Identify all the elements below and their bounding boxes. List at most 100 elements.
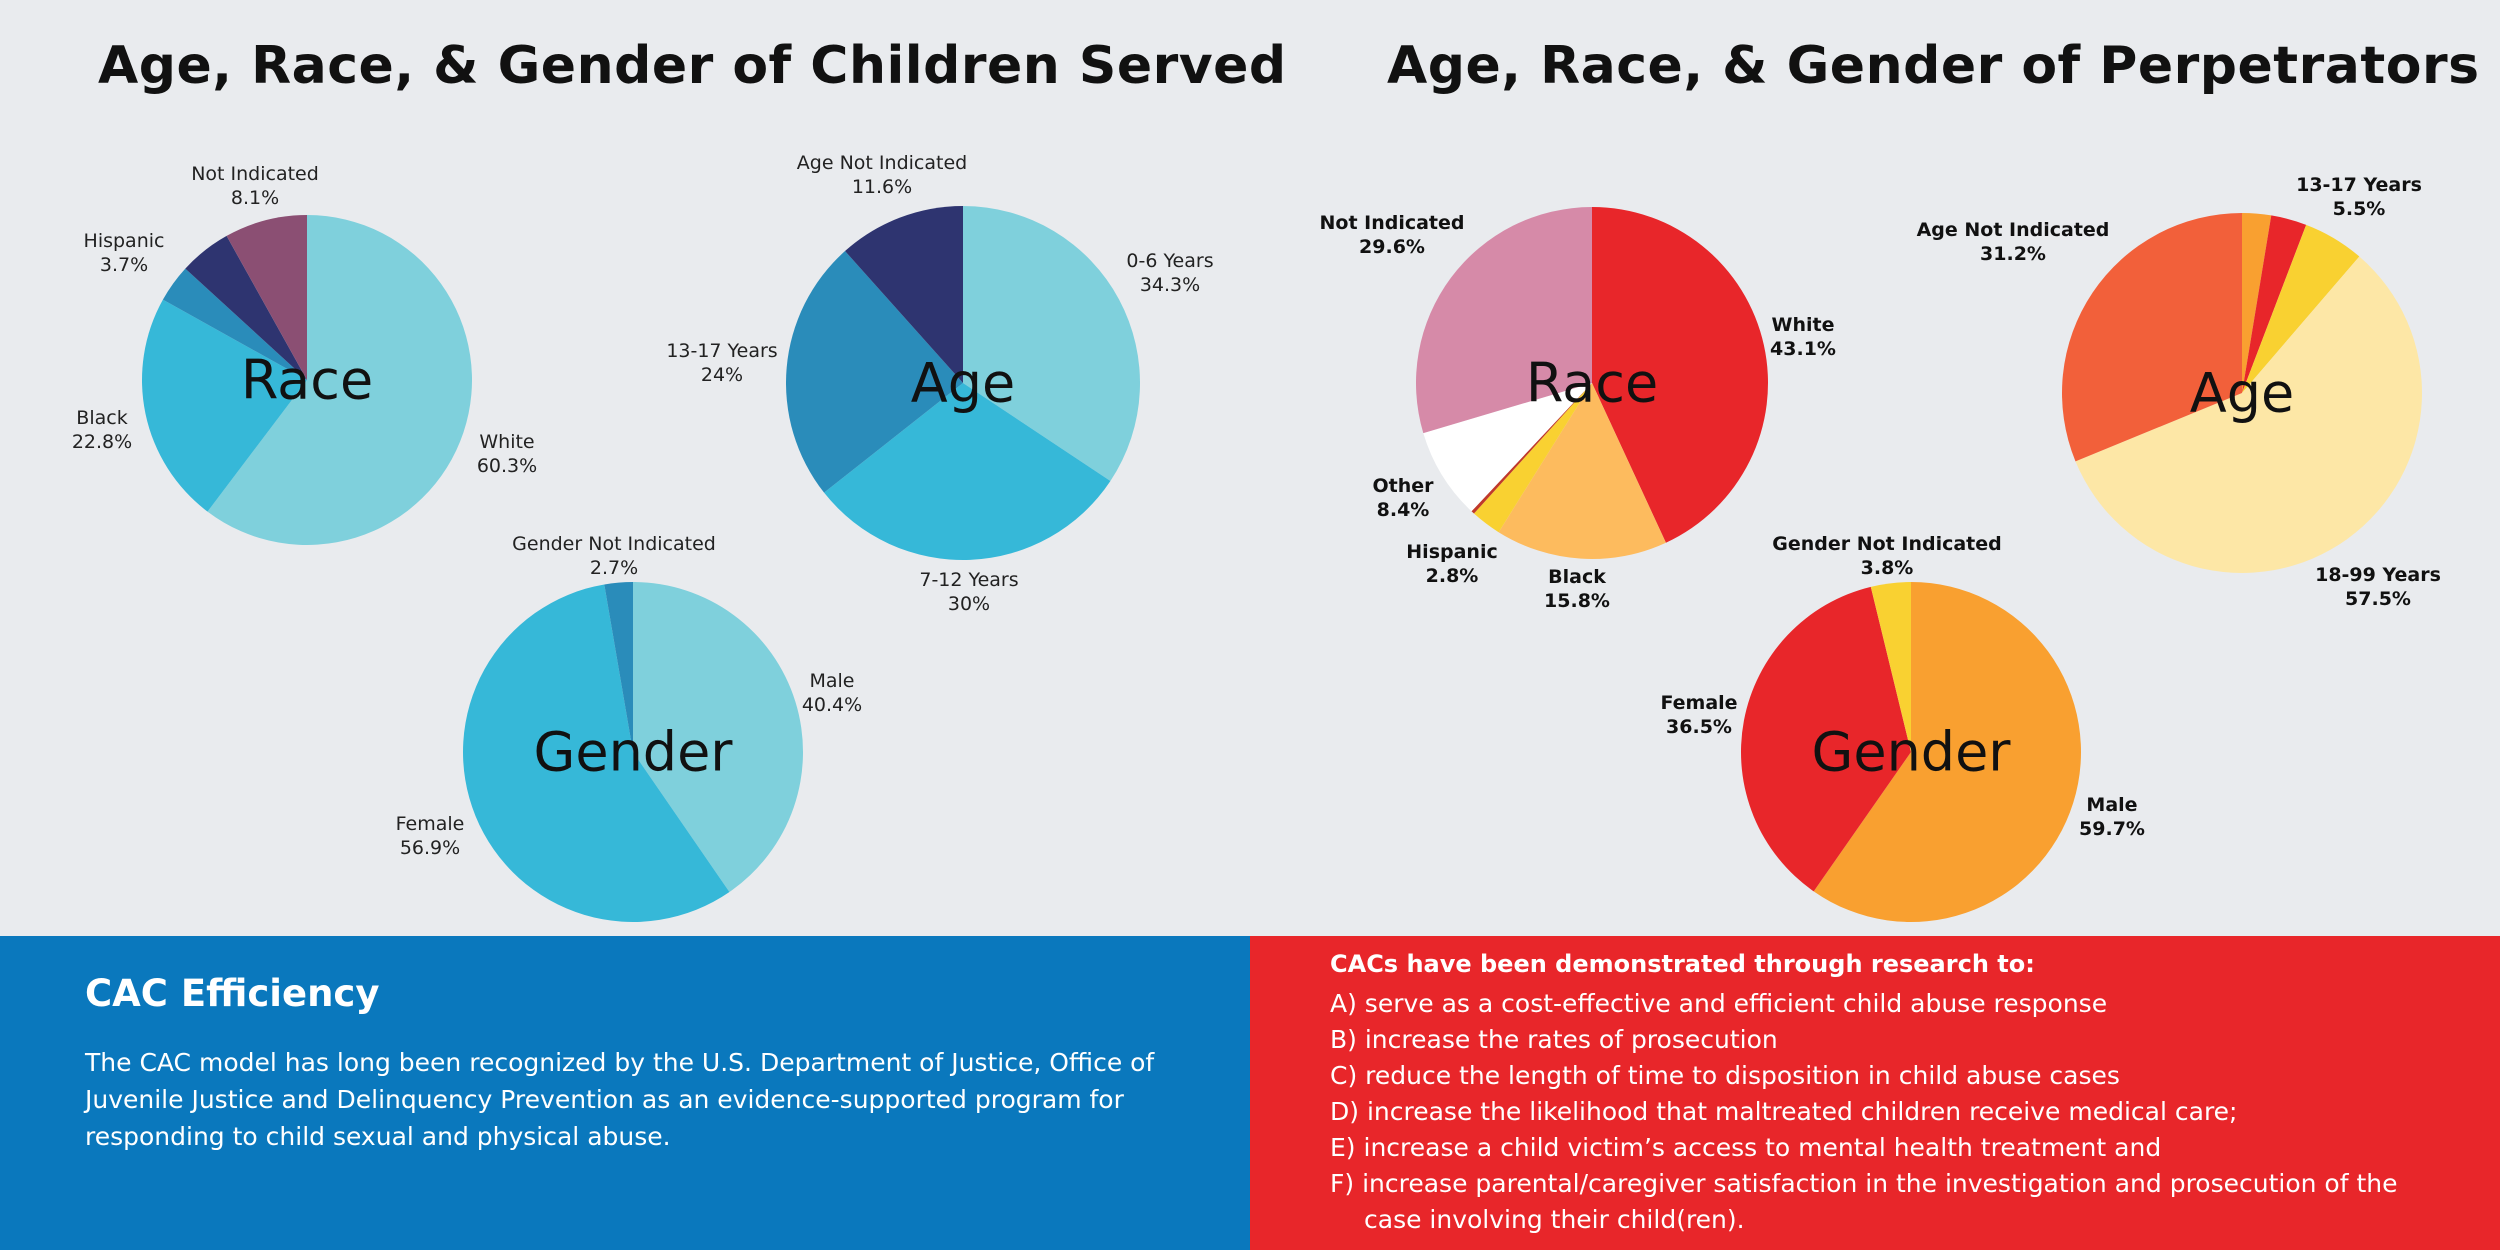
slice-label-value: 24% (700, 364, 744, 386)
slice-label-name: White (1771, 314, 1835, 336)
research-panel: CACs have been demonstrated through rese… (1250, 936, 2500, 1250)
slice-label-value: 8.4% (1376, 499, 1430, 521)
pie-slice-not-indicated (1416, 207, 1592, 434)
slice-label-value: 57.5% (2345, 588, 2411, 610)
slice-label-value: 11.6% (851, 176, 913, 198)
slice-label-name: Age Not Indicated (1916, 219, 2110, 241)
pie-slice (1471, 383, 1592, 514)
slice-label-value: 8.1% (230, 187, 280, 209)
slice-label: Male 59.7% (2079, 793, 2145, 841)
slice-label-name: White (479, 431, 535, 453)
slice-label-name: Female (1660, 692, 1738, 714)
pie-slice-white (1592, 207, 1768, 543)
pie-slice-gender-not-indicated (1870, 582, 1911, 752)
slice-label-name: Hispanic (83, 230, 165, 252)
pie-slice-other (1423, 383, 1592, 512)
slice-label-name: Gender Not Indicated (512, 533, 716, 555)
slice-label: Black 22.8% (72, 406, 132, 454)
slice-label-value: 2.8% (1425, 565, 1479, 587)
pie-slice-black (1498, 383, 1666, 559)
slice-label-name: Age Not Indicated (796, 152, 968, 174)
slice-label: Age Not Indicated 11.6% (797, 151, 967, 199)
slice-label-value: 40.4% (801, 694, 863, 716)
cac-efficiency-body: The CAC model has long been recognized b… (85, 1048, 1155, 1151)
pie-slice-13-17-years (2242, 224, 2360, 393)
slice-label: 13-17 Years 24% (666, 339, 777, 387)
pie-slice-7-12-years (824, 383, 1111, 561)
research-item: case involving their child(ren). (1364, 1205, 1745, 1234)
slice-label-value: 22.8% (71, 431, 133, 453)
pie-center-label: Race (1525, 351, 1659, 415)
slice-label: Hispanic 3.7% (84, 229, 165, 277)
research-item: F) increase parental/caregiver satisfact… (1330, 1169, 2398, 1198)
slice-label-name: Black (76, 407, 128, 429)
pie-slice-not-indicated (226, 215, 307, 380)
slice-label-name: Female (395, 813, 465, 835)
slice-label-name: Black (1548, 566, 1606, 588)
pie-center-label: Gender (1811, 720, 2011, 784)
slice-label-name: 13-17 Years (666, 340, 778, 362)
slice-label-name: Male (809, 670, 855, 692)
slice-label-name: Not Indicated (191, 163, 319, 185)
slice-label-name: Other (1372, 475, 1434, 497)
slice-label-value: 34.3% (1139, 274, 1201, 296)
pie-slice (2242, 215, 2307, 393)
slice-label: Other 8.4% (1372, 474, 1433, 522)
slice-label-value: 59.7% (2079, 818, 2145, 840)
pie-slice-female (463, 584, 730, 922)
cac-efficiency-panel: CAC Efficiency The CAC model has long be… (0, 936, 1250, 1250)
children-served-title: Age, Race, & Gender of Children Served (98, 36, 1287, 96)
slice-label-value: 36.5% (1666, 716, 1732, 738)
pie-center-label: Gender (533, 720, 733, 784)
slice-label: Gender Not Indicated 2.7% (512, 532, 716, 580)
slice-label: Age Not Indicated 31.2% (1917, 218, 2110, 266)
slice-label-value: 56.9% (399, 837, 461, 859)
pie-slice-hispanic (1473, 383, 1592, 533)
slice-label-name: Gender Not Indicated (1772, 533, 2002, 555)
cac-efficiency-heading: CAC Efficiency (85, 972, 380, 1015)
research-item: C) reduce the length of time to disposit… (1330, 1061, 2120, 1090)
pie-slice-female (1741, 586, 1911, 892)
pie-slice-age-not-indicated (2062, 213, 2242, 462)
research-item: D) increase the likelihood that maltreat… (1330, 1097, 2238, 1126)
pie-slice-white (207, 215, 472, 545)
slice-label: White 60.3% (477, 430, 537, 478)
slice-label: Not Indicated 29.6% (1319, 211, 1464, 259)
perpetrators-title: Age, Race, & Gender of Perpetrators (1387, 36, 2480, 96)
slice-label-name: 18-99 Years (2315, 564, 2441, 586)
pie-center-label: Race (240, 348, 374, 412)
slice-label: Female 36.5% (1660, 691, 1737, 739)
slice-label-name: 7-12 Years (919, 569, 1019, 591)
slice-label-name: Not Indicated (1319, 212, 1465, 234)
research-list: A) serve as a cost-effective and efficie… (1330, 986, 2480, 1238)
slice-label: Not Indicated 8.1% (191, 162, 319, 210)
slice-label-value: 60.3% (476, 455, 538, 477)
pie-slice-age-not-indicated (845, 206, 963, 383)
slice-label: Black 15.8% (1544, 565, 1610, 613)
research-item: B) increase the rates of prosecution (1330, 1025, 1778, 1054)
slice-label: 7-12 Years 30% (919, 568, 1018, 616)
pie-slice-black (142, 299, 307, 512)
slice-label-name: Male (2086, 794, 2138, 816)
slice-label-name: Hispanic (1406, 541, 1498, 563)
slice-label-value: 43.1% (1770, 338, 1836, 360)
pie-charts (142, 206, 2422, 922)
slice-label-value: 2.7% (589, 557, 639, 579)
research-item: A) serve as a cost-effective and efficie… (1330, 989, 2108, 1018)
slice-label-value: 31.2% (1980, 243, 2046, 265)
slice-label: 0-6 Years 34.3% (1126, 249, 1213, 297)
pie-slice (2242, 213, 2272, 393)
pie-slice-gender-not-indicated (604, 582, 633, 752)
slice-label-value: 3.7% (99, 254, 149, 276)
slice-label: Gender Not Indicated 3.8% (1772, 532, 2002, 580)
slice-label: 13-17 Years 5.5% (2296, 173, 2422, 221)
pie-slice-hispanic (162, 268, 307, 380)
slice-label: Female 56.9% (396, 812, 465, 860)
slice-label-value: 3.8% (1860, 557, 1914, 579)
research-item: E) increase a child victim’s access to m… (1330, 1133, 2162, 1162)
pie-slice-18-99-years (2075, 256, 2422, 573)
pie-slice-13-17-years (785, 251, 963, 493)
slice-label: Male 40.4% (802, 669, 862, 717)
slice-label-value: 30% (947, 593, 991, 615)
pie-slice-0-6-years (963, 206, 1140, 481)
